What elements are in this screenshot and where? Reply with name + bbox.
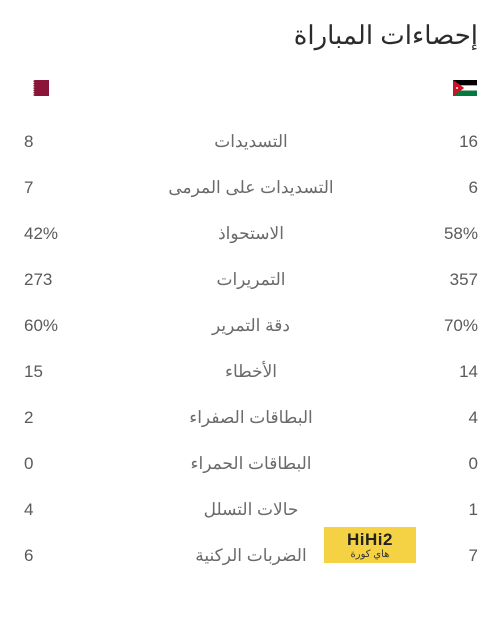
table-row: 6 التسديدات على المرمى 7 — [24, 165, 478, 211]
page-title: إحصاءات المباراة — [24, 20, 478, 51]
home-value: 16 — [426, 132, 478, 152]
stat-label: التسديدات — [76, 132, 426, 152]
table-row: 16 التسديدات 8 — [24, 119, 478, 165]
stat-label: الاستحواذ — [76, 224, 426, 244]
away-value: 42% — [24, 224, 76, 244]
stats-table: 16 التسديدات 8 6 التسديدات على المرمى 7 … — [24, 119, 478, 579]
home-value: 1 — [426, 500, 478, 520]
home-value: 7 — [426, 546, 478, 566]
stat-label: التسديدات على المرمى — [76, 178, 426, 198]
away-flag-slot — [24, 79, 50, 97]
away-value: 60% — [24, 316, 76, 336]
away-value: 15 — [24, 362, 76, 382]
stat-label: حالات التسلل — [76, 500, 426, 520]
away-value: 8 — [24, 132, 76, 152]
stat-label: البطاقات الصفراء — [76, 408, 426, 428]
away-value: 0 — [24, 454, 76, 474]
table-row: 58% الاستحواذ 42% — [24, 211, 478, 257]
home-value: 14 — [426, 362, 478, 382]
table-row: 14 الأخطاء 15 — [24, 349, 478, 395]
match-stats-container: إحصاءات المباراة 16 التسديدات 8 — [0, 0, 502, 579]
home-value: 58% — [426, 224, 478, 244]
stat-label: البطاقات الحمراء — [76, 454, 426, 474]
home-value: 0 — [426, 454, 478, 474]
home-value: 357 — [426, 270, 478, 290]
home-value: 70% — [426, 316, 478, 336]
table-row: 4 البطاقات الصفراء 2 — [24, 395, 478, 441]
flag-row — [24, 79, 478, 97]
home-value: 4 — [426, 408, 478, 428]
watermark-sub: هاي كورة — [351, 550, 390, 560]
table-row: 70% دقة التمرير 60% — [24, 303, 478, 349]
home-flag-slot — [452, 79, 478, 97]
table-row: 357 التمريرات 273 — [24, 257, 478, 303]
home-value: 6 — [426, 178, 478, 198]
away-value: 4 — [24, 500, 76, 520]
away-value: 273 — [24, 270, 76, 290]
stat-label: التمريرات — [76, 270, 426, 290]
watermark-main: HiHi2 — [347, 531, 393, 548]
jordan-flag-icon — [452, 80, 478, 96]
stat-label: الأخطاء — [76, 362, 426, 382]
away-value: 2 — [24, 408, 76, 428]
stat-label: دقة التمرير — [76, 316, 426, 336]
watermark-badge: HiHi2 هاي كورة — [324, 527, 416, 563]
away-value: 7 — [24, 178, 76, 198]
qatar-flag-icon — [24, 80, 50, 96]
away-value: 6 — [24, 546, 76, 566]
table-row: 0 البطاقات الحمراء 0 — [24, 441, 478, 487]
